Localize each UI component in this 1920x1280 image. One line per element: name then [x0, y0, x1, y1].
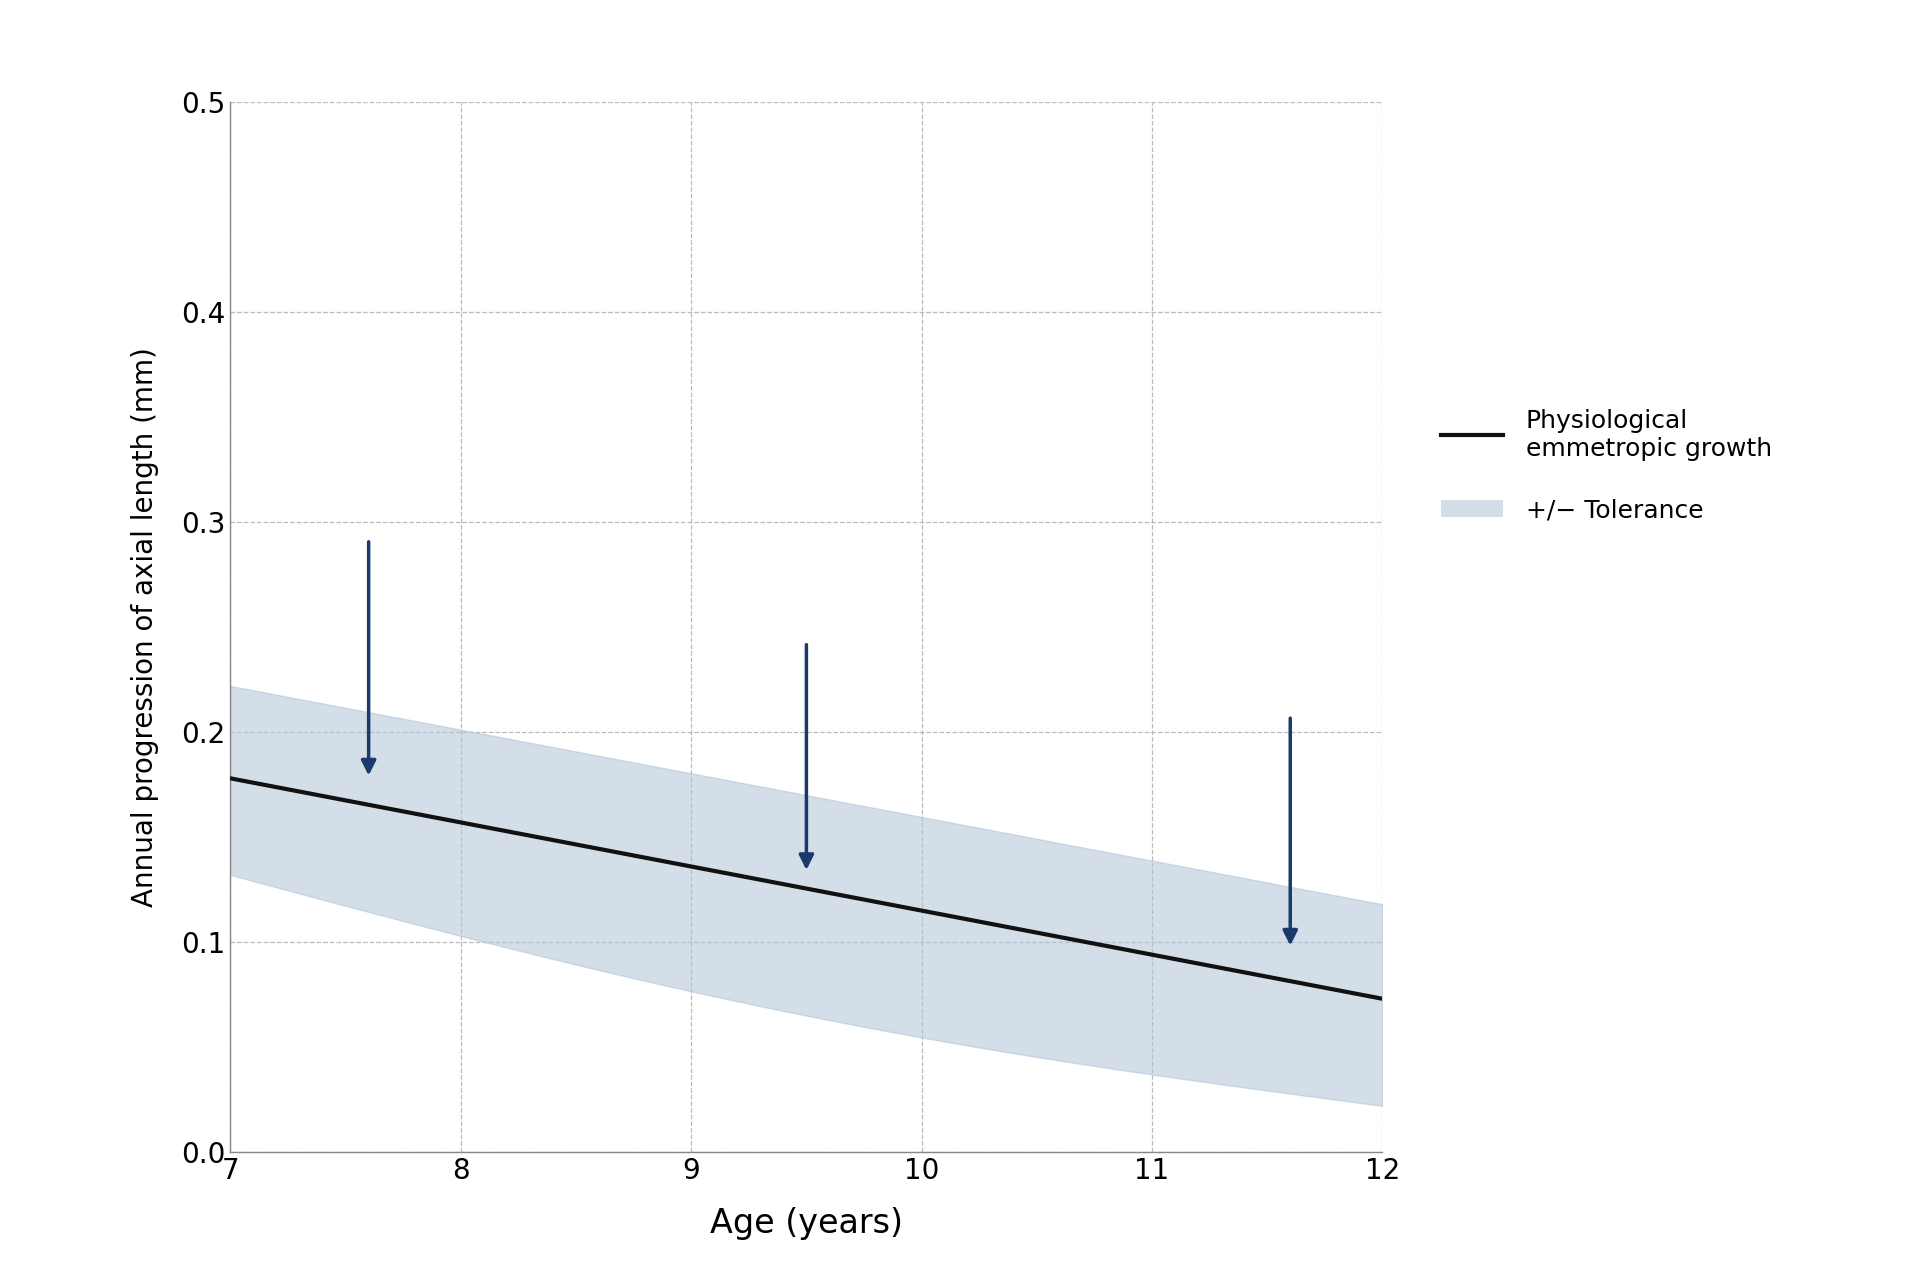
Legend: Physiological
emmetropic growth, +/− Tolerance: Physiological emmetropic growth, +/− Tol…	[1442, 408, 1772, 522]
X-axis label: Age (years): Age (years)	[710, 1207, 902, 1240]
Y-axis label: Annual progression of axial length (mm): Annual progression of axial length (mm)	[131, 347, 159, 908]
